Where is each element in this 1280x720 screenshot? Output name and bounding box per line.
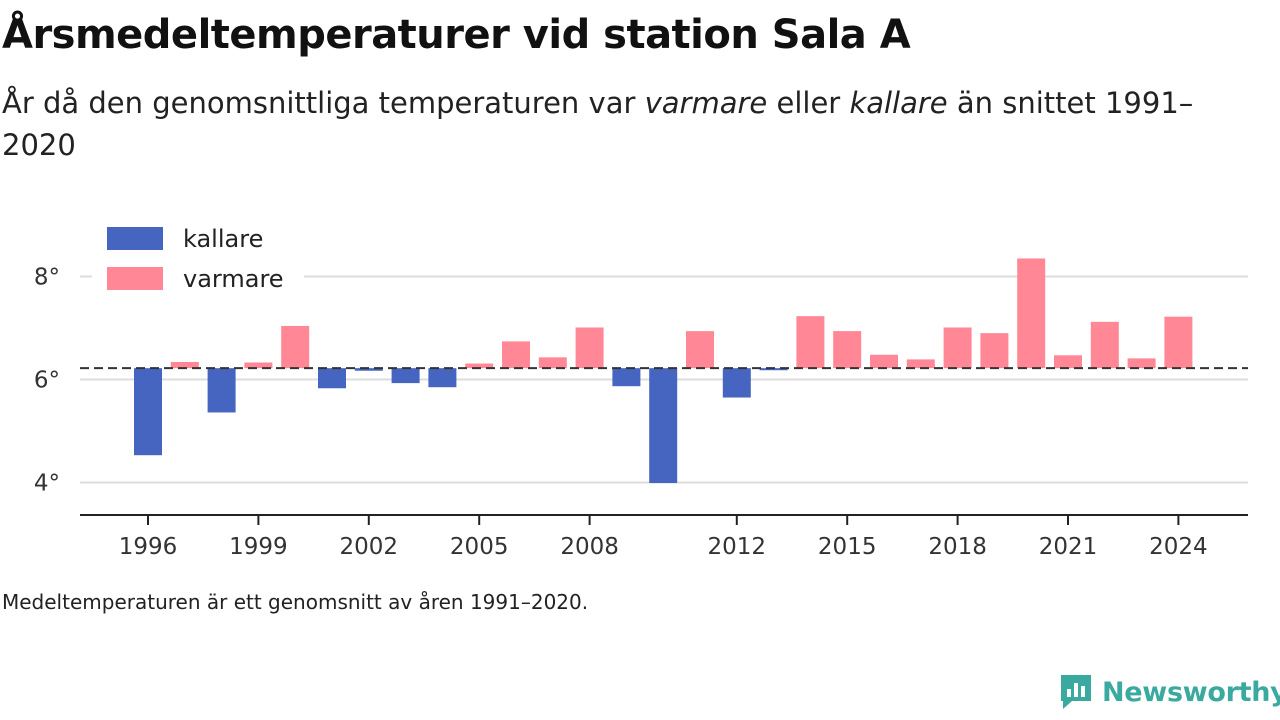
x-tick-label: 2008: [560, 534, 619, 560]
x-tick-label: 1999: [229, 534, 288, 560]
chart-subtitle: År då den genomsnittliga temperaturen va…: [2, 82, 1242, 166]
bar-1997: [170, 361, 199, 369]
bar-2003: [391, 368, 420, 384]
x-tick-label: 2024: [1149, 534, 1208, 560]
subtitle-text-3: än snittet 1991–2020: [2, 86, 1194, 162]
bar-2024: [1164, 316, 1193, 369]
bar-2009: [612, 368, 641, 387]
y-tick-label: 8°: [34, 265, 60, 291]
bar-2000: [281, 325, 310, 369]
bar-1999: [244, 362, 273, 369]
chart-title: Årsmedeltemperaturer vid station Sala A: [2, 12, 911, 58]
subtitle-cold-word: kallare: [849, 86, 948, 120]
bar-2005: [465, 363, 494, 369]
bar-2018: [943, 327, 972, 369]
legend-swatch-kallare: [107, 227, 163, 250]
bars: [134, 258, 1193, 484]
bar-2014: [796, 316, 825, 369]
x-tick-label: 2012: [708, 534, 767, 560]
y-tick-label: 4°: [34, 471, 60, 497]
x-tick-label: 2021: [1039, 534, 1098, 560]
x-tick-label: 2018: [928, 534, 987, 560]
x-axis: 1996 1999 2002 2005 2008 2012 2015 2018 2021 2024: [80, 514, 1248, 560]
bar-2020: [1017, 258, 1046, 369]
bar-2019: [980, 333, 1009, 369]
bar-2002: [354, 368, 383, 371]
subtitle-warm-word: varmare: [644, 86, 768, 120]
bar-2022: [1090, 321, 1119, 369]
subtitle-text-1: År då den genomsnittliga temperaturen va…: [2, 86, 645, 120]
newsworthy-logo: Newsworthy: [1058, 672, 1280, 712]
footnote: Medeltemperaturen är ett genomsnitt av å…: [2, 590, 589, 614]
x-tick-label: 2005: [450, 534, 509, 560]
newsworthy-logo-icon: [1061, 675, 1091, 709]
bar-2013: [759, 368, 788, 371]
bar-2017: [906, 359, 935, 369]
bar-2010: [649, 368, 678, 484]
legend-label-kallare: kallare: [183, 225, 263, 253]
legend: kallare varmare: [92, 220, 304, 300]
bar-2006: [502, 341, 530, 369]
x-tick-label: 1996: [119, 534, 178, 560]
x-tick-label: 2002: [340, 534, 399, 560]
bar-2007: [538, 357, 567, 369]
x-tick-label: 2015: [818, 534, 877, 560]
bar-2011: [686, 331, 714, 369]
bar-1996: [134, 368, 162, 456]
y-tick-label: 6°: [34, 368, 60, 394]
bar-2021: [1054, 355, 1082, 369]
bar-2001: [318, 368, 346, 389]
bar-2004: [428, 368, 457, 388]
bar-2008: [575, 327, 604, 369]
legend-swatch-varmare: [107, 267, 163, 290]
subtitle-text-2: eller: [767, 86, 850, 120]
brand-name: Newsworthy: [1102, 676, 1280, 708]
legend-label-varmare: varmare: [183, 265, 284, 293]
bar-2023: [1127, 358, 1156, 369]
bar-2015: [833, 331, 862, 369]
bar-2016: [870, 354, 898, 369]
bar-1998: [207, 368, 236, 413]
bar-2012: [722, 368, 751, 398]
